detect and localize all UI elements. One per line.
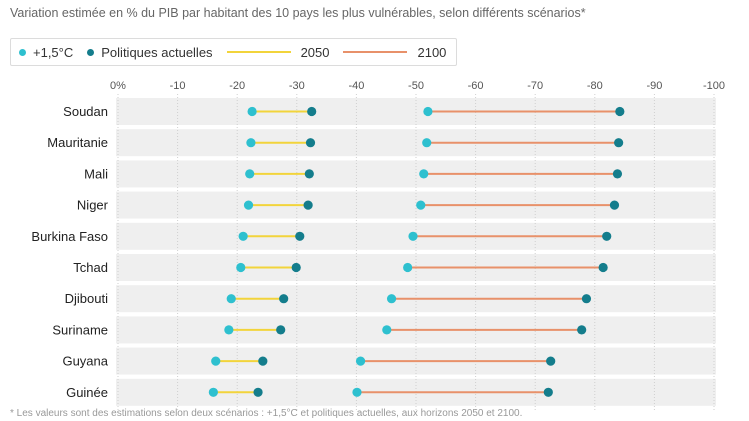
point-current-policies-2100	[614, 138, 624, 148]
category-label: Guinée	[66, 385, 108, 400]
point-15c-2100	[386, 294, 397, 304]
row-band	[116, 160, 716, 188]
point-current-policies-2100	[602, 231, 612, 241]
x-tick-label: -100	[703, 80, 725, 92]
point-15c-2050	[243, 200, 254, 210]
point-15c-2050	[247, 106, 257, 117]
point-current-policies-2100	[609, 200, 620, 210]
point-15c-2100	[422, 138, 432, 148]
x-tick-label: -80	[587, 80, 603, 92]
x-tick-label: -90	[646, 80, 662, 92]
legend-label-2100: 2100	[417, 44, 447, 60]
point-current-policies-2050	[253, 387, 263, 397]
x-tick-label: -30	[289, 80, 305, 92]
point-current-policies-2050	[258, 356, 268, 366]
legend-item-2100: 2100	[343, 45, 446, 60]
legend-swatch-2050	[226, 51, 291, 53]
legend-swatch-15c	[19, 48, 26, 56]
point-15c-2100	[382, 325, 392, 335]
legend-swatch-2100	[343, 51, 408, 53]
category-label: Suriname	[52, 322, 108, 337]
x-tick-label: -70	[527, 80, 543, 92]
category-label: Djibouti	[65, 291, 108, 306]
row-band	[116, 98, 716, 125]
point-current-policies-2050	[307, 106, 317, 117]
x-tick-label: -10	[170, 80, 186, 92]
point-current-policies-2100	[615, 106, 625, 117]
point-current-policies-2050	[279, 294, 289, 304]
legend-swatch-current-policies	[87, 48, 95, 56]
point-current-policies-2100	[581, 294, 592, 304]
point-15c-2050	[224, 325, 234, 335]
point-15c-2050	[236, 262, 246, 273]
category-label: Niger	[77, 198, 109, 213]
category-label: Mauritanie	[47, 135, 108, 150]
legend-item-15c: +1,5°C	[19, 45, 73, 60]
category-label: Burkina Faso	[31, 229, 108, 244]
legend-item-current-policies: Politiques actuelles	[87, 44, 213, 60]
point-current-policies-2100	[577, 325, 587, 335]
legend-label-15c: +1,5°C	[33, 44, 74, 60]
point-current-policies-2100	[546, 356, 556, 366]
category-label: Tchad	[73, 260, 108, 275]
point-15c-2100	[408, 231, 418, 241]
category-label: Guyana	[62, 354, 108, 369]
point-current-policies-2050	[291, 262, 301, 273]
point-15c-2100	[403, 262, 413, 273]
point-15c-2100	[419, 169, 429, 179]
x-tick-label: -60	[468, 80, 484, 92]
footnote: * Les valeurs sont des estimations selon…	[10, 408, 523, 419]
legend: +1,5°C Politiques actuelles 2050 2100	[10, 38, 458, 66]
point-15c-2050	[208, 387, 218, 397]
point-15c-2050	[246, 138, 256, 148]
legend-label-current-policies: Politiques actuelles	[101, 44, 213, 60]
point-current-policies-2100	[543, 387, 553, 397]
point-15c-2100	[416, 200, 426, 210]
x-tick-label: 0%	[110, 80, 126, 92]
point-current-policies-2050	[304, 169, 314, 179]
point-current-policies-2050	[305, 138, 316, 148]
point-15c-2100	[355, 356, 366, 366]
x-tick-label: -40	[348, 80, 364, 92]
point-current-policies-2100	[598, 262, 608, 273]
point-current-policies-2100	[612, 169, 623, 179]
point-15c-2100	[352, 387, 362, 397]
point-15c-2050	[238, 231, 248, 241]
category-label: Mali	[84, 166, 108, 181]
category-label: Soudan	[63, 104, 108, 119]
point-15c-2050	[245, 169, 255, 179]
point-current-policies-2050	[276, 325, 286, 335]
legend-label-2050: 2050	[300, 44, 330, 60]
x-tick-label: -50	[408, 80, 424, 92]
point-15c-2050	[226, 294, 236, 304]
legend-item-2050: 2050	[226, 44, 330, 60]
point-current-policies-2050	[295, 231, 305, 241]
point-current-policies-2050	[303, 200, 313, 210]
x-tick-label: -20	[229, 80, 245, 92]
point-15c-2050	[211, 356, 221, 366]
chart-title: Variation estimée en % du PIB par habita…	[10, 6, 586, 20]
point-15c-2100	[423, 106, 433, 117]
